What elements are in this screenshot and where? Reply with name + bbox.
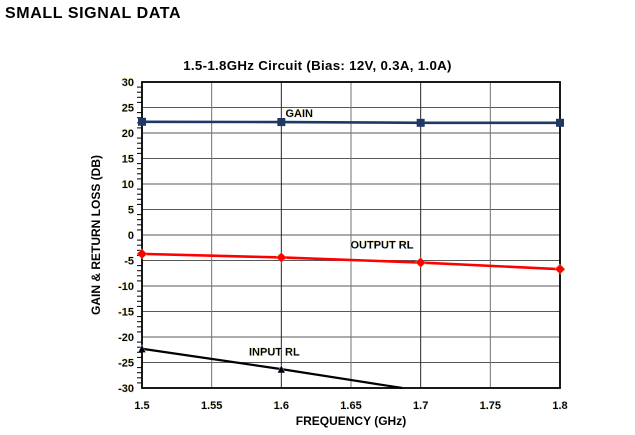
svg-text:GAIN: GAIN <box>286 108 314 120</box>
svg-text:1.65: 1.65 <box>340 400 361 412</box>
svg-text:OUTPUT RL: OUTPUT RL <box>351 240 414 252</box>
svg-text:-25: -25 <box>118 358 134 370</box>
svg-text:1.55: 1.55 <box>201 400 222 412</box>
svg-text:-20: -20 <box>118 332 134 344</box>
svg-text:20: 20 <box>122 128 134 140</box>
svg-text:30: 30 <box>122 77 134 89</box>
svg-text:25: 25 <box>122 103 134 115</box>
svg-text:INPUT RL: INPUT RL <box>249 347 300 359</box>
svg-text:0: 0 <box>128 230 134 242</box>
svg-text:1.8: 1.8 <box>552 400 567 412</box>
svg-text:-10: -10 <box>118 281 134 293</box>
svg-text:-30: -30 <box>118 383 134 395</box>
svg-text:15: 15 <box>122 154 134 166</box>
svg-text:1.7: 1.7 <box>413 400 428 412</box>
svg-text:1.75: 1.75 <box>480 400 501 412</box>
svg-text:-5: -5 <box>124 256 134 268</box>
svg-text:1.6: 1.6 <box>274 400 289 412</box>
svg-text:5: 5 <box>128 205 134 217</box>
svg-text:-15: -15 <box>118 307 134 319</box>
svg-text:10: 10 <box>122 179 134 191</box>
svg-text:FREQUENCY (GHz): FREQUENCY (GHz) <box>296 414 406 428</box>
svg-text:GAIN & RETURN LOSS (DB): GAIN & RETURN LOSS (DB) <box>89 155 103 315</box>
svg-text:1.5: 1.5 <box>134 400 149 412</box>
